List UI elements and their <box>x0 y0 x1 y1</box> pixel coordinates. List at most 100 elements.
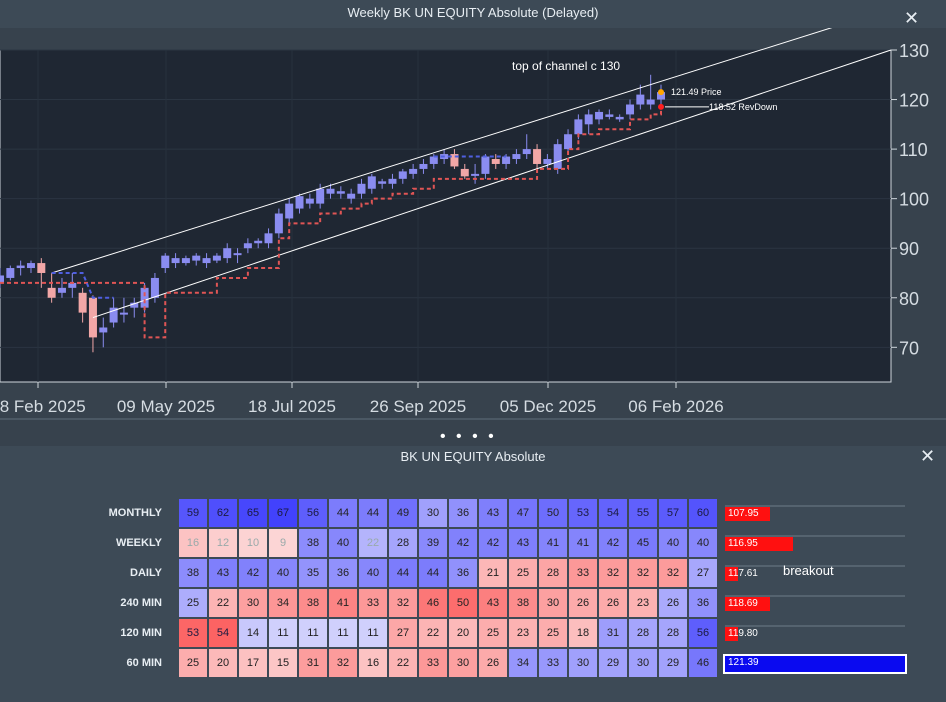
strength-cell[interactable]: 44 <box>389 559 417 587</box>
strength-cell[interactable]: 21 <box>479 559 507 587</box>
strength-cell[interactable]: 30 <box>569 649 597 677</box>
strength-cell[interactable]: 41 <box>329 589 357 617</box>
strength-cell[interactable]: 54 <box>209 619 237 647</box>
strength-cell[interactable]: 27 <box>389 619 417 647</box>
strength-cell[interactable]: 26 <box>479 649 507 677</box>
strength-cell[interactable]: 16 <box>179 529 207 557</box>
strength-cell[interactable]: 53 <box>569 499 597 527</box>
strength-cell[interactable]: 30 <box>539 589 567 617</box>
strength-cell[interactable]: 30 <box>449 649 477 677</box>
strength-cell[interactable]: 50 <box>449 589 477 617</box>
drag-handle-icon[interactable]: • • • • <box>440 428 497 445</box>
strength-cell[interactable]: 30 <box>419 499 447 527</box>
candlestick-chart[interactable]: 70 80 90 100 110 120 130 28 Feb 2025 09 May 2025… <box>0 28 946 418</box>
strength-cell[interactable]: 54 <box>599 499 627 527</box>
strength-cell[interactable]: 11 <box>329 619 357 647</box>
strength-cell[interactable]: 26 <box>599 589 627 617</box>
strength-cell[interactable]: 60 <box>689 499 717 527</box>
strength-cell[interactable]: 33 <box>539 649 567 677</box>
strength-cell[interactable]: 32 <box>599 559 627 587</box>
strength-cell[interactable]: 25 <box>179 589 207 617</box>
strength-cell[interactable]: 11 <box>359 619 387 647</box>
strength-cell[interactable]: 30 <box>629 649 657 677</box>
strength-cell[interactable]: 31 <box>599 619 627 647</box>
strength-cell[interactable]: 22 <box>389 649 417 677</box>
strength-cell[interactable]: 33 <box>419 649 447 677</box>
strength-cell[interactable]: 23 <box>509 619 537 647</box>
strength-cell[interactable]: 12 <box>209 529 237 557</box>
strength-cell[interactable]: 41 <box>539 529 567 557</box>
strength-cell[interactable]: 42 <box>599 529 627 557</box>
strength-cell[interactable]: 56 <box>689 619 717 647</box>
strength-cell[interactable]: 43 <box>509 529 537 557</box>
strength-cell[interactable]: 44 <box>419 559 447 587</box>
strength-cell[interactable]: 55 <box>629 499 657 527</box>
strength-cell[interactable]: 25 <box>509 559 537 587</box>
strength-cell[interactable]: 22 <box>419 619 447 647</box>
strength-cell[interactable]: 67 <box>269 499 297 527</box>
strength-cell[interactable]: 56 <box>299 499 327 527</box>
strength-cell[interactable]: 46 <box>419 589 447 617</box>
strength-cell[interactable]: 40 <box>329 529 357 557</box>
strength-cell[interactable]: 25 <box>539 619 567 647</box>
strength-cell[interactable]: 32 <box>629 559 657 587</box>
strength-cell[interactable]: 29 <box>599 649 627 677</box>
strength-cell[interactable]: 23 <box>629 589 657 617</box>
strength-cell[interactable]: 33 <box>359 589 387 617</box>
strength-cell[interactable]: 28 <box>389 529 417 557</box>
strength-cell[interactable]: 18 <box>569 619 597 647</box>
strength-cell[interactable]: 50 <box>539 499 567 527</box>
strength-cell[interactable]: 32 <box>389 589 417 617</box>
strength-cell[interactable]: 46 <box>689 649 717 677</box>
panel-divider[interactable] <box>0 418 946 446</box>
strength-cell[interactable]: 11 <box>269 619 297 647</box>
strength-cell[interactable]: 65 <box>239 499 267 527</box>
strength-cell[interactable]: 11 <box>299 619 327 647</box>
strength-cell[interactable]: 47 <box>509 499 537 527</box>
strength-cell[interactable]: 36 <box>329 559 357 587</box>
strength-cell[interactable]: 26 <box>659 589 687 617</box>
strength-cell[interactable]: 42 <box>479 529 507 557</box>
strength-cell[interactable]: 34 <box>269 589 297 617</box>
strength-cell[interactable]: 32 <box>659 559 687 587</box>
strength-cell[interactable]: 27 <box>689 559 717 587</box>
strength-cell[interactable]: 44 <box>329 499 357 527</box>
strength-cell[interactable]: 28 <box>539 559 567 587</box>
strength-cell[interactable]: 26 <box>569 589 597 617</box>
strength-cell[interactable]: 57 <box>659 499 687 527</box>
strength-cell[interactable]: 36 <box>689 589 717 617</box>
strength-cell[interactable]: 35 <box>299 559 327 587</box>
strength-cell[interactable]: 40 <box>269 559 297 587</box>
strength-cell[interactable]: 38 <box>299 529 327 557</box>
strength-cell[interactable]: 29 <box>659 649 687 677</box>
strength-cell[interactable]: 40 <box>689 529 717 557</box>
strength-cell[interactable]: 40 <box>659 529 687 557</box>
strength-cell[interactable]: 25 <box>479 619 507 647</box>
strength-cell[interactable]: 49 <box>389 499 417 527</box>
strength-cell[interactable]: 25 <box>179 649 207 677</box>
strength-cell[interactable]: 28 <box>659 619 687 647</box>
strength-cell[interactable]: 36 <box>449 499 477 527</box>
strength-cell[interactable]: 38 <box>179 559 207 587</box>
strength-cell[interactable]: 28 <box>629 619 657 647</box>
strength-cell[interactable]: 10 <box>239 529 267 557</box>
close-icon[interactable]: ✕ <box>904 8 920 28</box>
strength-cell[interactable]: 43 <box>479 499 507 527</box>
strength-cell[interactable]: 20 <box>209 649 237 677</box>
strength-cell[interactable]: 41 <box>569 529 597 557</box>
strength-cell[interactable]: 31 <box>299 649 327 677</box>
strength-cell[interactable]: 9 <box>269 529 297 557</box>
strength-cell[interactable]: 45 <box>629 529 657 557</box>
strength-cell[interactable]: 62 <box>209 499 237 527</box>
strength-cell[interactable]: 53 <box>179 619 207 647</box>
strength-cell[interactable]: 20 <box>449 619 477 647</box>
strength-cell[interactable]: 34 <box>509 649 537 677</box>
strength-cell[interactable]: 40 <box>359 559 387 587</box>
strength-cell[interactable]: 43 <box>209 559 237 587</box>
strength-cell[interactable]: 22 <box>359 529 387 557</box>
strength-cell[interactable]: 33 <box>569 559 597 587</box>
strength-cell[interactable]: 32 <box>329 649 357 677</box>
strength-cell[interactable]: 36 <box>449 559 477 587</box>
close-icon[interactable]: ✕ <box>920 446 936 466</box>
strength-cell[interactable]: 22 <box>209 589 237 617</box>
